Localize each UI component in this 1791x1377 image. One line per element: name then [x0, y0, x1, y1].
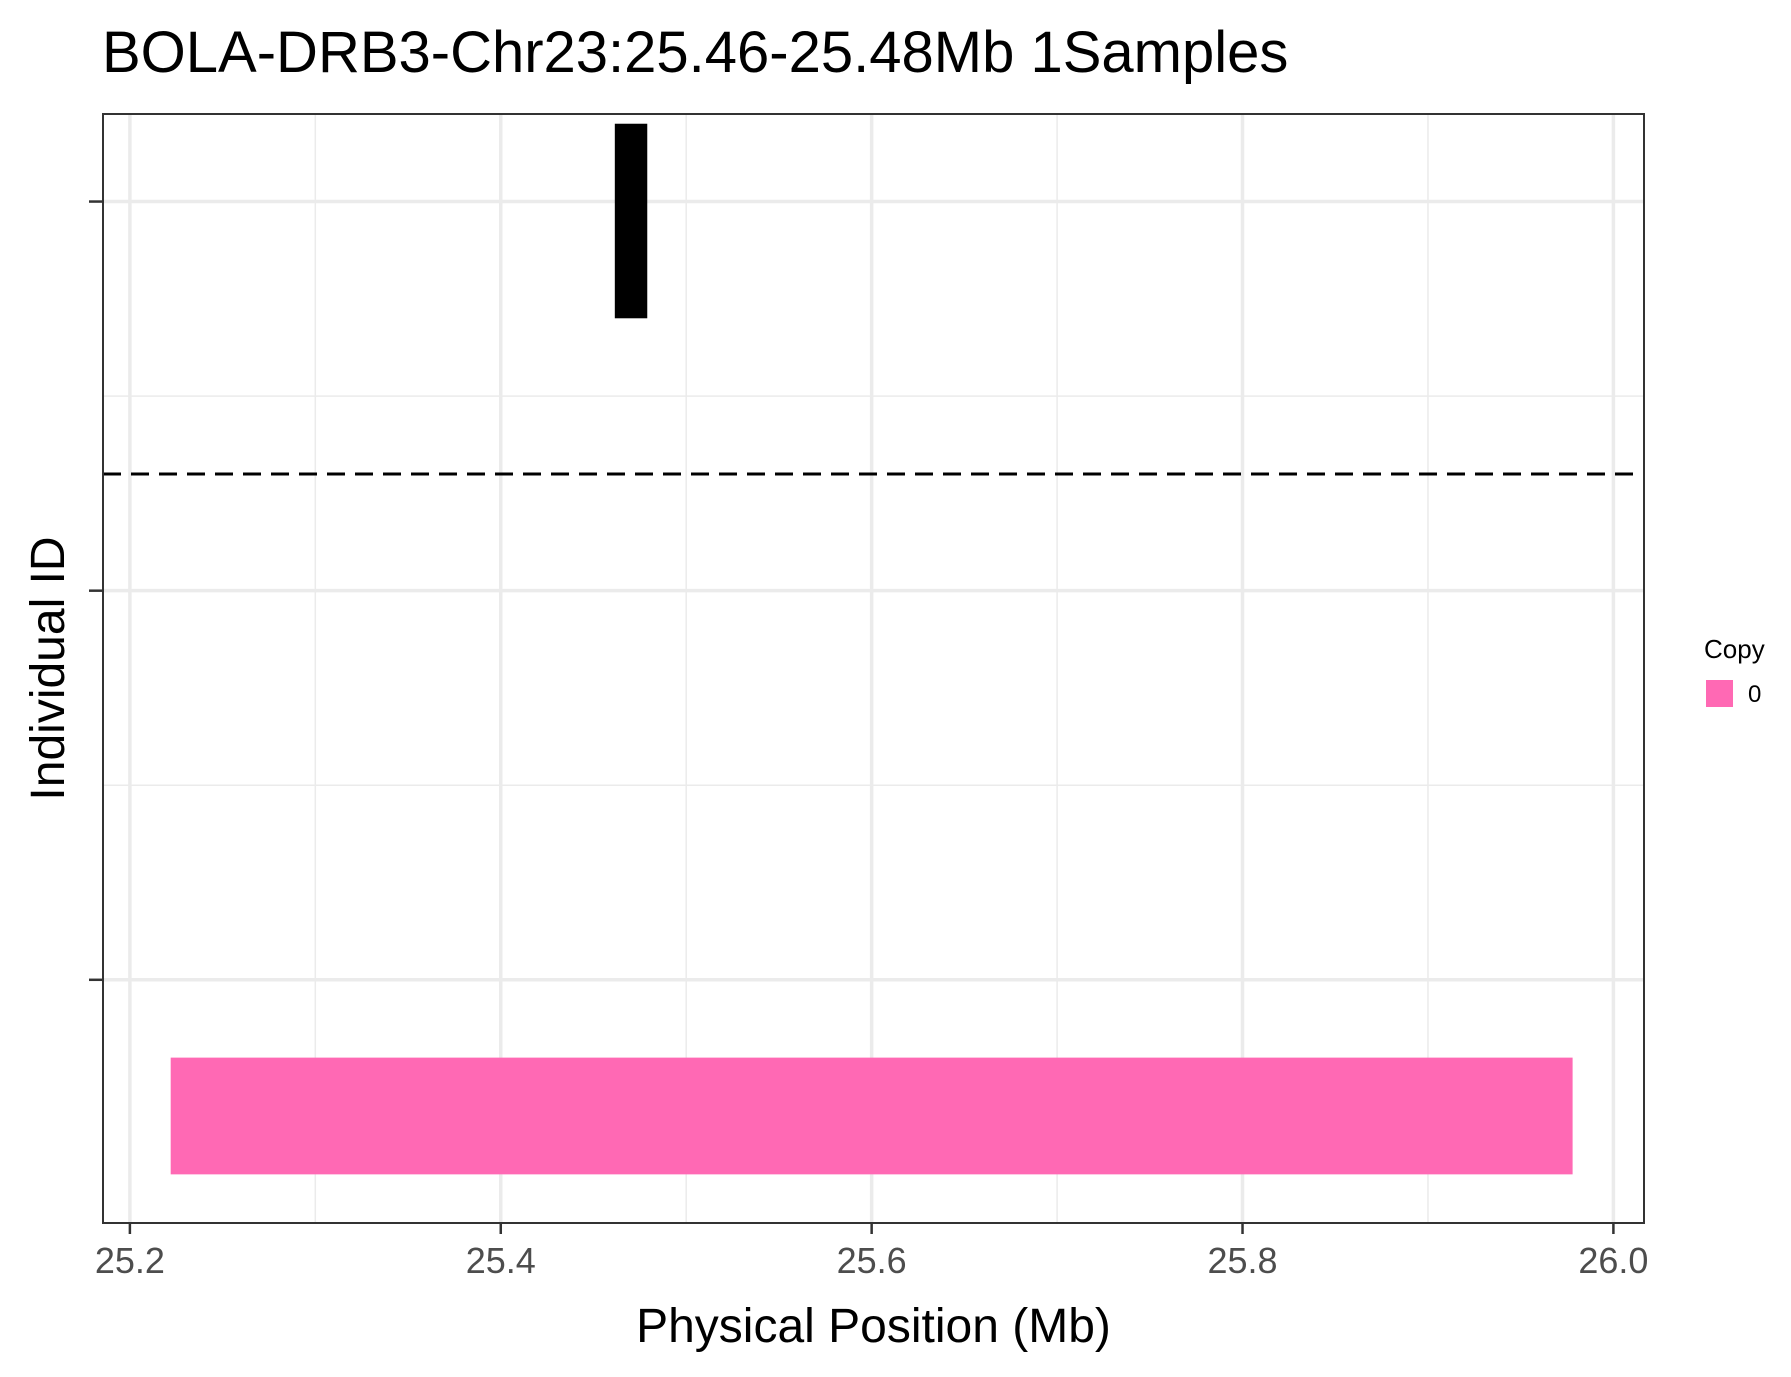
x-tick-label: 25.2: [95, 1240, 165, 1281]
x-tick-label: 25.8: [1207, 1240, 1277, 1281]
plot-panel-border: [102, 113, 1645, 1224]
x-tick-label: 25.4: [466, 1240, 536, 1281]
legend: Copy 0: [1704, 634, 1765, 708]
x-axis-title: Physical Position (Mb): [636, 1300, 1111, 1353]
gridlines: [103, 114, 1644, 1223]
legend-key-label: 0: [1748, 681, 1761, 708]
legend-title: Copy: [1704, 634, 1765, 664]
x-tick-label: 26.0: [1578, 1240, 1648, 1281]
chart-title: BOLA-DRB3-Chr23:25.46-25.48Mb 1Samples: [102, 20, 1288, 85]
gene-block: [614, 123, 648, 319]
data-layer: BOLA-DRB3: [103, 123, 1644, 1175]
x-tick-label: 25.6: [837, 1240, 907, 1281]
cnv-segment-bar: [170, 1057, 1573, 1175]
legend-key-swatch: [1706, 680, 1733, 707]
y-axis-title: Individual ID: [22, 536, 75, 800]
axis-ticks: 25.2 25.4 25.6 25.8 26.0: [89, 200, 1648, 1281]
